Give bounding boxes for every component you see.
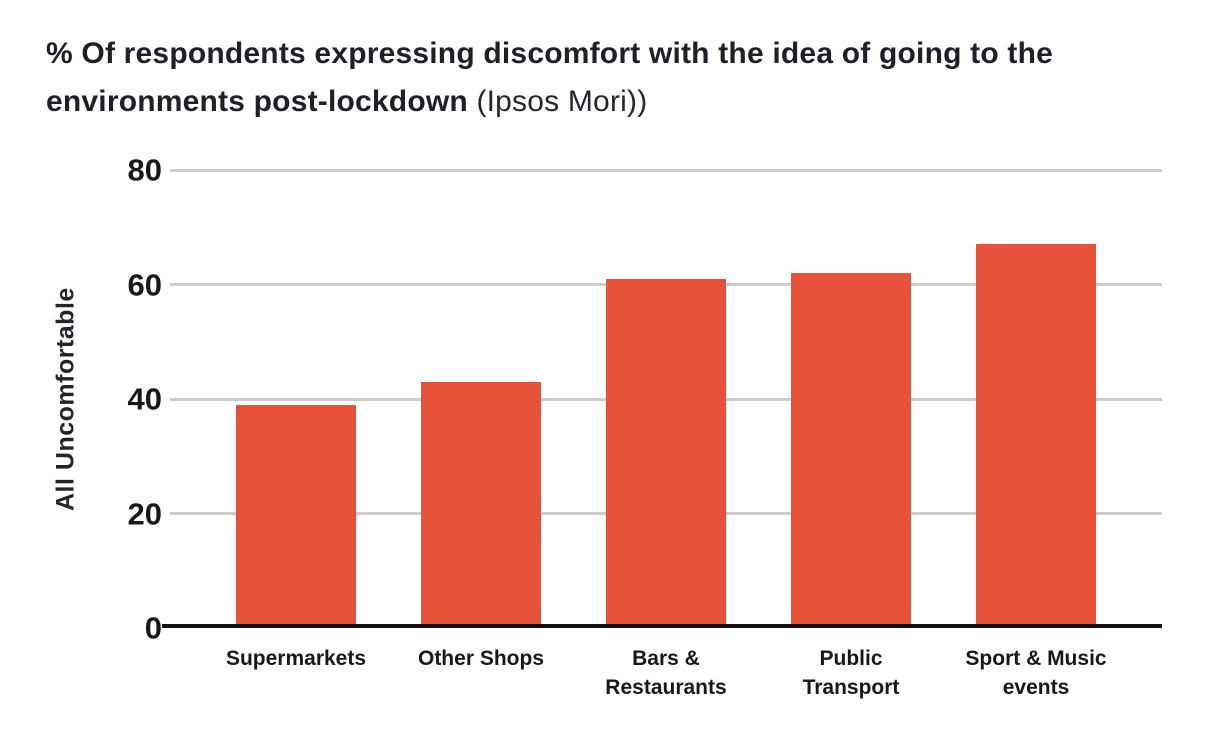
y-tick-0: 0 (144, 610, 162, 646)
bar-bars-restaurants (606, 278, 726, 628)
x-label-bars-restaurants: Bars & Restaurants (605, 647, 727, 699)
plot-wrap: Supermarkets Other Shops Bars & Restaurant… (162, 168, 1162, 702)
y-tick-80: 80 (127, 152, 162, 188)
x-axis-labels: Supermarkets Other Shops Bars & Restaurant… (170, 644, 1162, 702)
y-axis-title: All Uncomfortable (51, 287, 80, 511)
bar-slot-bars-restaurants (574, 278, 759, 628)
bar-slot-other-shops (389, 381, 574, 628)
x-label-supermarkets: Supermarkets (225, 647, 367, 670)
bar-sport-music-events (976, 244, 1096, 628)
bars-group (170, 244, 1162, 628)
x-label-public-transport: Public Transport (802, 647, 900, 699)
bar-slot-sport-music-events (944, 244, 1129, 628)
bar-public-transport (791, 273, 911, 628)
x-label-other-shops: Other Shops (417, 647, 544, 670)
gridline-80 (170, 168, 1162, 172)
y-tick-60: 60 (127, 267, 162, 302)
plot-area (162, 168, 1162, 628)
bar-slot-public-transport (759, 273, 944, 628)
chart-title-main: % Of respondents expressing discomfort w… (46, 37, 1054, 118)
x-label-sport-music-events: Sport & Music events (965, 647, 1107, 699)
y-tick-40: 40 (127, 381, 162, 417)
bar-slot-supermarkets (204, 404, 389, 628)
x-axis-line (162, 624, 1162, 628)
chart-title-source: (Ipsos Mori)) (467, 85, 648, 118)
bar-chart: All Uncomfortable 0 20 40 60 80 Supermarkets… (46, 155, 1162, 702)
bar-other-shops (421, 381, 541, 628)
chart-card: % Of respondents expressing discomfort w… (46, 30, 1162, 702)
y-tick-20: 20 (127, 496, 162, 531)
bar-supermarkets (236, 404, 356, 628)
chart-title: % Of respondents expressing discomfort w… (46, 30, 1096, 126)
y-axis-ticks: 0 20 40 60 80 (86, 155, 170, 644)
